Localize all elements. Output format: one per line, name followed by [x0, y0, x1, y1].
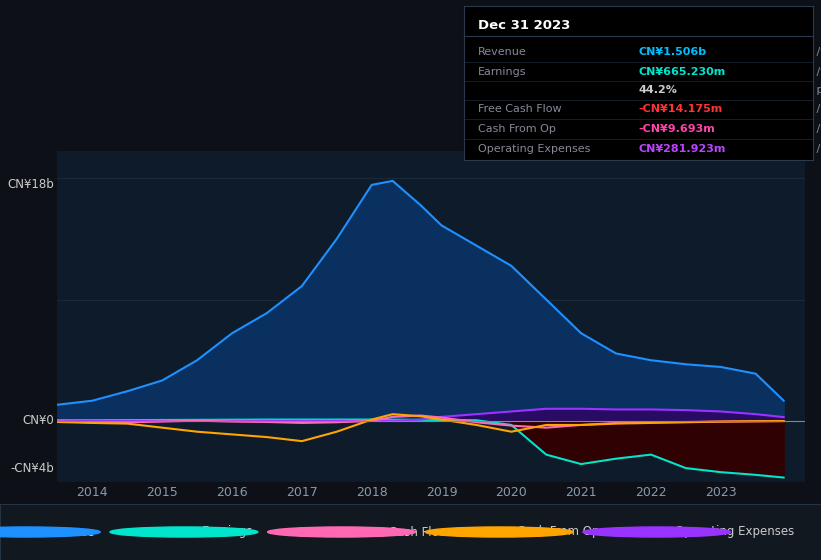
- Text: Revenue: Revenue: [478, 47, 526, 57]
- Text: Operating Expenses: Operating Expenses: [478, 144, 590, 154]
- Text: /yr: /yr: [813, 144, 821, 154]
- Text: CN¥18b: CN¥18b: [7, 178, 53, 191]
- Text: Cash From Op: Cash From Op: [517, 525, 599, 539]
- Circle shape: [110, 527, 258, 537]
- Text: /yr: /yr: [813, 67, 821, 77]
- Text: Dec 31 2023: Dec 31 2023: [478, 20, 571, 32]
- Text: Earnings: Earnings: [478, 67, 526, 77]
- Text: CN¥665.230m: CN¥665.230m: [639, 67, 726, 77]
- Text: -CN¥9.693m: -CN¥9.693m: [639, 124, 715, 134]
- Text: Free Cash Flow: Free Cash Flow: [478, 104, 562, 114]
- Text: Operating Expenses: Operating Expenses: [675, 525, 794, 539]
- Text: Earnings: Earnings: [202, 525, 254, 539]
- Text: CN¥281.923m: CN¥281.923m: [639, 144, 726, 154]
- Text: Revenue: Revenue: [44, 525, 96, 539]
- Text: -CN¥14.175m: -CN¥14.175m: [639, 104, 722, 114]
- Text: 44.2%: 44.2%: [639, 85, 677, 95]
- Text: /yr: /yr: [813, 124, 821, 134]
- Circle shape: [268, 527, 415, 537]
- Text: Free Cash Flow: Free Cash Flow: [360, 525, 448, 539]
- Text: profit margin: profit margin: [813, 85, 821, 95]
- Circle shape: [0, 527, 100, 537]
- Text: -CN¥4b: -CN¥4b: [10, 462, 53, 475]
- Circle shape: [425, 527, 573, 537]
- Text: Cash From Op: Cash From Op: [478, 124, 556, 134]
- Text: CN¥1.506b: CN¥1.506b: [639, 47, 706, 57]
- Circle shape: [583, 527, 731, 537]
- Text: /yr: /yr: [813, 47, 821, 57]
- Text: /yr: /yr: [813, 104, 821, 114]
- Text: CN¥0: CN¥0: [22, 414, 53, 427]
